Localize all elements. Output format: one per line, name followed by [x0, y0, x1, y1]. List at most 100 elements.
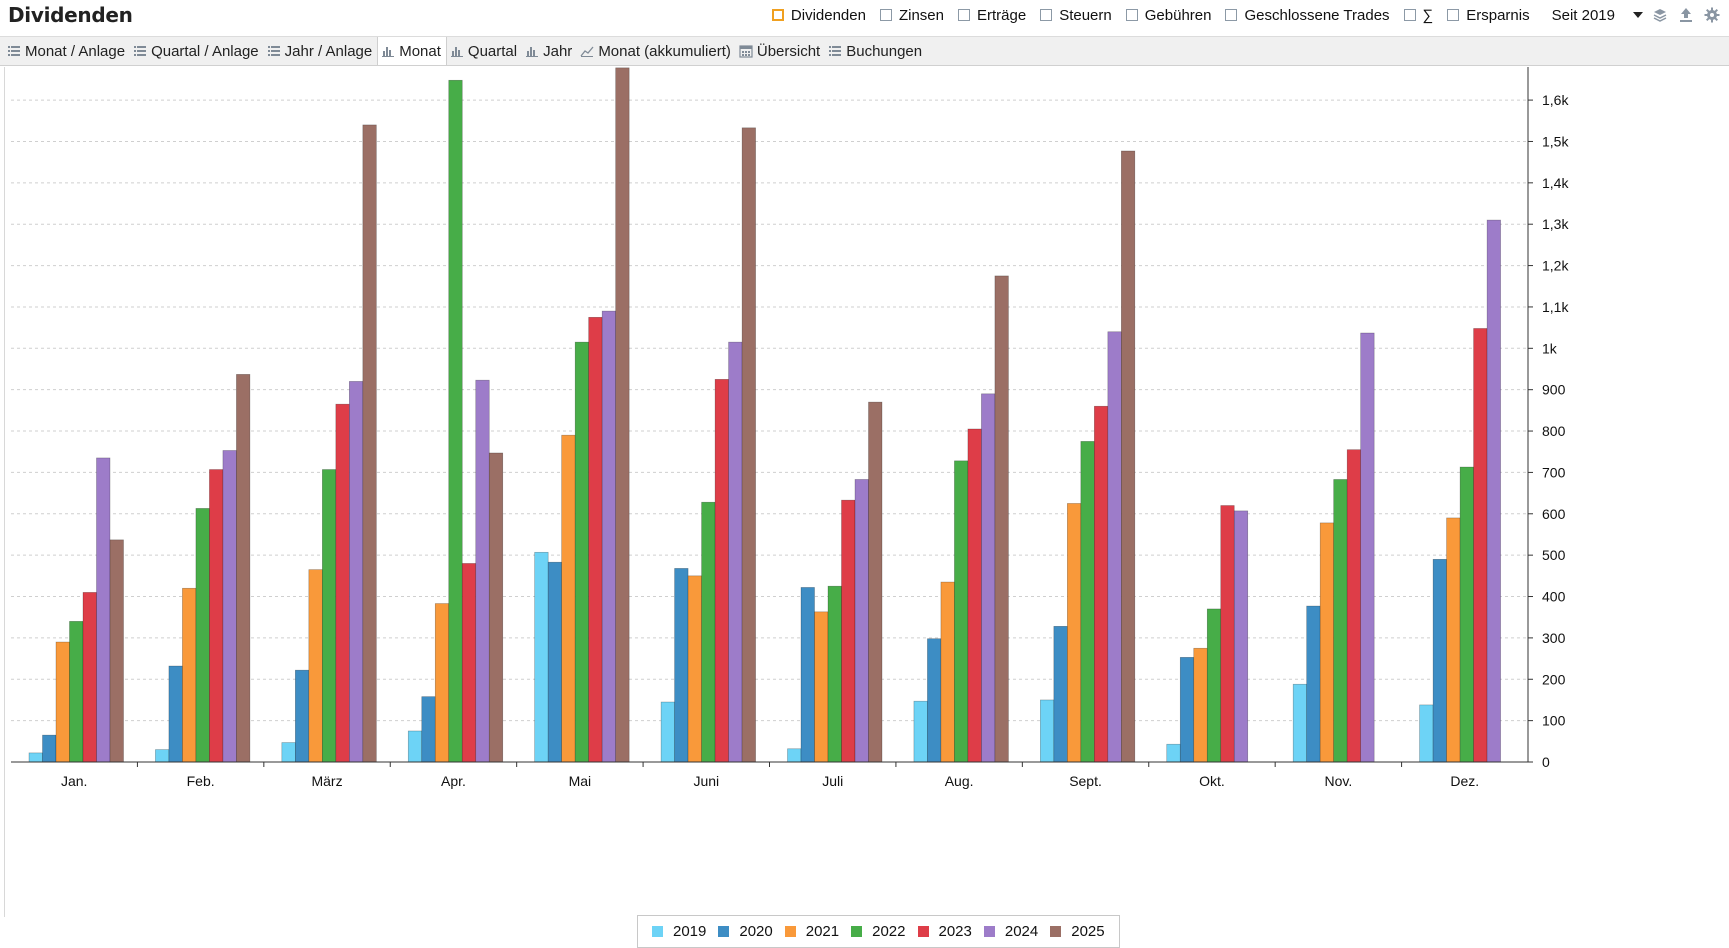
legend-item-2025[interactable]: 2025: [1050, 923, 1105, 940]
filter-1[interactable]: Zinsen: [879, 7, 944, 24]
tab-8[interactable]: Buchungen: [825, 37, 927, 65]
bar-2019-5[interactable]: [660, 701, 675, 763]
period-dropdown[interactable]: Seit 2019: [1552, 7, 1643, 24]
legend-item-2020[interactable]: 2020: [718, 923, 773, 940]
filter-checkbox[interactable]: [1225, 9, 1238, 21]
bar-2019-4[interactable]: [534, 551, 549, 763]
upload-icon[interactable]: [1677, 6, 1695, 24]
bar-2024-10[interactable]: [1360, 332, 1375, 763]
bar-2019-11[interactable]: [1419, 704, 1434, 763]
bar-2025-4[interactable]: [615, 67, 630, 763]
bar-2020-10[interactable]: [1306, 605, 1321, 763]
legend-item-2023[interactable]: 2023: [917, 923, 972, 940]
bar-2020-7[interactable]: [927, 638, 942, 763]
bar-2019-0[interactable]: [28, 752, 43, 763]
bar-2024-7[interactable]: [981, 393, 996, 763]
bar-2025-8[interactable]: [1121, 150, 1136, 763]
bar-2019-1[interactable]: [155, 749, 170, 763]
bar-2024-11[interactable]: [1486, 219, 1501, 763]
filter-2[interactable]: Erträge: [958, 7, 1026, 24]
tab-2[interactable]: Jahr / Anlage: [264, 37, 378, 65]
bar-2025-1[interactable]: [236, 374, 251, 763]
bar-2021-6[interactable]: [814, 611, 829, 763]
bar-2020-3[interactable]: [421, 696, 436, 763]
bar-2022-8[interactable]: [1080, 441, 1095, 763]
bar-2021-8[interactable]: [1067, 503, 1082, 763]
bar-2022-3[interactable]: [448, 79, 463, 763]
filter-checkbox[interactable]: [958, 9, 970, 21]
bar-2024-0[interactable]: [96, 457, 111, 763]
bar-2025-2[interactable]: [362, 124, 377, 763]
bar-2022-7[interactable]: [954, 460, 969, 763]
bar-2020-4[interactable]: [547, 561, 562, 763]
bar-2025-3[interactable]: [488, 452, 504, 763]
bar-2024-3[interactable]: [475, 379, 490, 763]
bar-2024-1[interactable]: [222, 450, 237, 763]
bar-2023-2[interactable]: [335, 403, 350, 763]
filter-checkbox[interactable]: [1403, 9, 1416, 21]
bar-2021-9[interactable]: [1193, 647, 1208, 763]
bar-2021-2[interactable]: [308, 569, 323, 763]
bar-2021-11[interactable]: [1446, 517, 1461, 763]
bar-2022-0[interactable]: [69, 621, 84, 763]
bar-2024-2[interactable]: [349, 381, 364, 763]
tab-0[interactable]: Monat / Anlage: [4, 37, 130, 65]
bar-2019-10[interactable]: [1292, 683, 1307, 763]
bar-2023-7[interactable]: [967, 428, 982, 763]
filter-5[interactable]: Geschlossene Trades: [1225, 7, 1390, 24]
bar-2019-6[interactable]: [787, 748, 802, 763]
filter-checkbox[interactable]: [1040, 9, 1053, 21]
bar-2023-9[interactable]: [1220, 505, 1235, 763]
bar-2025-7[interactable]: [994, 275, 1009, 763]
legend-item-2019[interactable]: 2019: [652, 923, 706, 940]
filter-0[interactable]: Dividenden: [771, 7, 866, 24]
bar-2024-4[interactable]: [601, 310, 616, 763]
bar-2023-1[interactable]: [209, 469, 224, 763]
filter-checkbox[interactable]: [879, 9, 892, 21]
layers-icon[interactable]: [1651, 6, 1669, 24]
bar-2020-2[interactable]: [295, 669, 310, 763]
bar-2023-3[interactable]: [461, 563, 477, 763]
tab-6[interactable]: Monat (akkumuliert): [577, 37, 736, 65]
bar-2022-5[interactable]: [701, 501, 716, 763]
bar-2024-5[interactable]: [728, 341, 743, 763]
legend-item-2021[interactable]: 2021: [784, 923, 839, 940]
bar-2019-8[interactable]: [1040, 699, 1055, 763]
bar-2022-9[interactable]: [1206, 608, 1222, 763]
bar-2019-9[interactable]: [1166, 743, 1181, 763]
bar-2022-4[interactable]: [574, 341, 589, 763]
legend-item-2022[interactable]: 2022: [851, 923, 906, 940]
filter-checkbox[interactable]: [771, 9, 784, 21]
tab-5[interactable]: Jahr: [522, 37, 577, 65]
tab-1[interactable]: Quartal / Anlage: [130, 37, 264, 65]
bar-2023-11[interactable]: [1473, 328, 1488, 763]
tab-4[interactable]: Quartal: [447, 37, 522, 65]
bar-2019-2[interactable]: [281, 742, 296, 763]
bar-2023-10[interactable]: [1346, 449, 1361, 763]
bar-2021-4[interactable]: [561, 434, 576, 763]
bar-2021-1[interactable]: [182, 587, 197, 763]
bar-2025-5[interactable]: [741, 127, 756, 763]
bar-2020-6[interactable]: [800, 587, 815, 763]
bar-2024-9[interactable]: [1233, 510, 1249, 763]
bar-2020-5[interactable]: [674, 568, 689, 763]
bar-2021-0[interactable]: [55, 641, 70, 763]
bar-2020-1[interactable]: [168, 665, 183, 763]
bar-2019-3[interactable]: [407, 730, 423, 763]
bar-2022-2[interactable]: [322, 469, 337, 763]
bar-2024-6[interactable]: [854, 479, 869, 763]
bar-2020-11[interactable]: [1432, 558, 1447, 763]
bar-2022-1[interactable]: [195, 508, 210, 763]
bar-2022-11[interactable]: [1459, 466, 1474, 763]
bar-2019-7[interactable]: [913, 700, 928, 763]
bar-2023-8[interactable]: [1094, 405, 1109, 763]
bar-2025-0[interactable]: [109, 539, 124, 763]
filter-checkbox[interactable]: [1447, 9, 1460, 21]
filter-checkbox[interactable]: [1125, 9, 1138, 21]
filter-7[interactable]: Ersparnis: [1447, 7, 1530, 24]
bar-2025-6[interactable]: [868, 401, 883, 763]
bar-2024-8[interactable]: [1107, 331, 1122, 763]
bar-2020-9[interactable]: [1179, 657, 1195, 763]
bar-2023-4[interactable]: [588, 316, 603, 763]
bar-2023-6[interactable]: [841, 499, 856, 763]
